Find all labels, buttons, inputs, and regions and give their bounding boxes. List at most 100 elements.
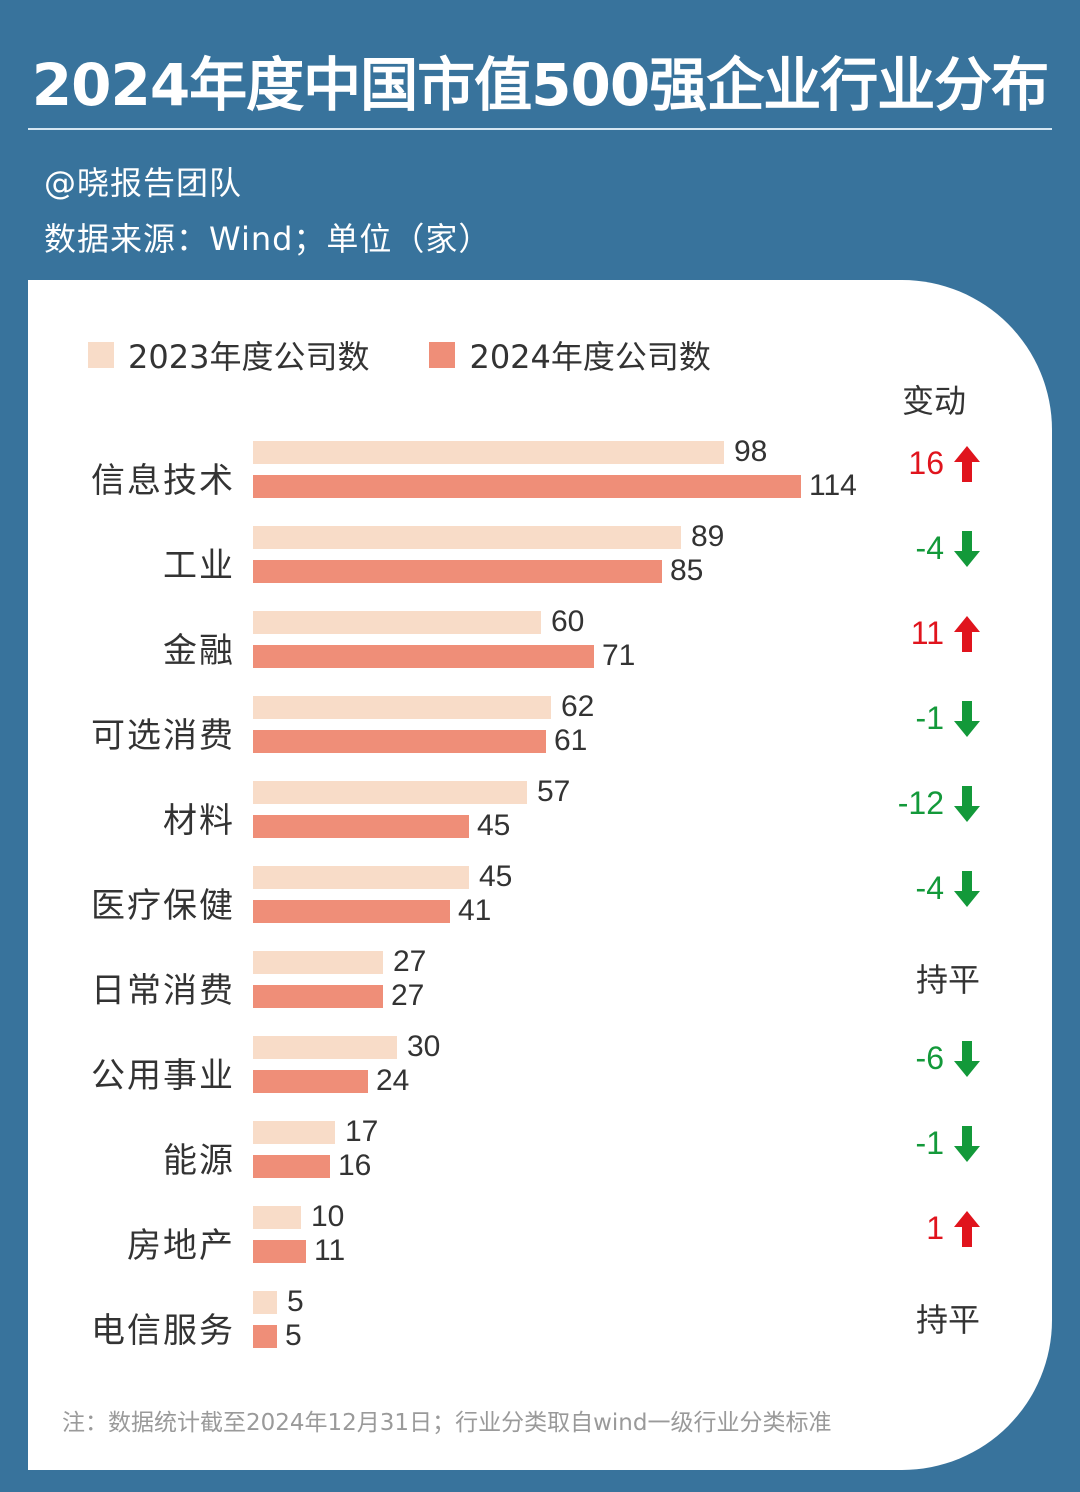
change-indicator: 11 bbox=[911, 615, 980, 652]
legend-swatch-2023 bbox=[88, 342, 114, 368]
change-value: 1 bbox=[926, 1210, 944, 1246]
change-value: -4 bbox=[915, 530, 944, 566]
change-column-header: 变动 bbox=[902, 382, 967, 420]
category-label: 可选消费 bbox=[91, 716, 235, 756]
category-label: 公用事业 bbox=[91, 1056, 235, 1096]
value-2023: 5 bbox=[287, 1285, 304, 1318]
change-indicator: -1 bbox=[916, 1125, 980, 1162]
change-indicator: 1 bbox=[926, 1210, 980, 1247]
bar-2024 bbox=[253, 815, 469, 838]
change-value: -1 bbox=[915, 1125, 944, 1161]
bar-2024 bbox=[253, 645, 594, 668]
category-label: 医疗保健 bbox=[91, 886, 235, 926]
value-2024: 71 bbox=[602, 639, 636, 672]
value-2024: 85 bbox=[670, 554, 704, 587]
legend-swatch-2024 bbox=[429, 342, 456, 368]
chart-title: 2024年度中国市值500强企业行业分布 bbox=[31, 51, 1050, 119]
arrow-down-icon bbox=[954, 700, 980, 737]
legend-item-2023: 2023年度公司数 bbox=[88, 332, 369, 378]
bar-row: 医疗保健 45 41 -4 bbox=[0, 860, 1080, 936]
bar-row: 房地产 10 11 1 bbox=[0, 1200, 1080, 1276]
value-2024: 45 bbox=[477, 809, 511, 842]
change-value: -12 bbox=[897, 785, 944, 821]
category-label: 信息技术 bbox=[91, 461, 235, 501]
bar-row: 可选消费 62 61 -1 bbox=[0, 690, 1080, 766]
value-2023: 60 bbox=[551, 605, 585, 638]
bar-2023 bbox=[253, 1291, 277, 1314]
legend-item-2024: 2024年度公司数 bbox=[429, 332, 711, 378]
change-value: -6 bbox=[915, 1040, 944, 1076]
bar-2023 bbox=[253, 1121, 335, 1144]
value-2023: 30 bbox=[407, 1030, 441, 1063]
category-label: 日常消费 bbox=[91, 971, 235, 1011]
arrow-down-icon bbox=[954, 1125, 980, 1162]
value-2024: 41 bbox=[458, 894, 492, 927]
bar-row: 金融 60 71 11 bbox=[0, 605, 1080, 681]
category-label: 电信服务 bbox=[91, 1311, 235, 1351]
bar-row: 公用事业 30 24 -6 bbox=[0, 1030, 1080, 1106]
legend-label-2024: 2024年度公司数 bbox=[469, 338, 711, 376]
category-label: 工业 bbox=[163, 546, 235, 586]
change-indicator: -1 bbox=[916, 700, 980, 737]
change-indicator: 16 bbox=[908, 445, 980, 482]
category-label: 金融 bbox=[163, 631, 235, 671]
bar-row: 工业 89 85 -4 bbox=[0, 520, 1080, 596]
title-divider bbox=[28, 128, 1052, 130]
bar-2024 bbox=[253, 475, 801, 498]
value-2023: 57 bbox=[537, 775, 571, 808]
bar-2024 bbox=[253, 1325, 277, 1348]
bar-2023 bbox=[253, 1036, 397, 1059]
value-2024: 5 bbox=[285, 1319, 302, 1352]
bar-2024 bbox=[253, 900, 450, 923]
value-2024: 61 bbox=[554, 724, 588, 757]
category-label: 房地产 bbox=[127, 1226, 235, 1266]
bar-2024 bbox=[253, 730, 546, 753]
value-2024: 24 bbox=[376, 1064, 410, 1097]
change-value: 11 bbox=[910, 615, 944, 651]
change-indicator: -6 bbox=[916, 1040, 980, 1077]
bar-2023 bbox=[253, 441, 724, 464]
arrow-down-icon bbox=[954, 785, 980, 822]
value-2024: 11 bbox=[314, 1234, 346, 1267]
bar-2023 bbox=[253, 696, 551, 719]
value-2023: 45 bbox=[479, 860, 513, 893]
bar-2023 bbox=[253, 1206, 301, 1229]
legend: 2023年度公司数 2024年度公司数 bbox=[88, 332, 771, 378]
bar-2023 bbox=[253, 611, 541, 634]
arrow-down-icon bbox=[954, 870, 980, 907]
arrow-up-icon bbox=[954, 445, 980, 482]
change-value: 16 bbox=[908, 445, 944, 481]
value-2024: 27 bbox=[391, 979, 425, 1012]
bar-row: 信息技术 98 114 16 bbox=[0, 435, 1080, 511]
value-2023: 10 bbox=[311, 1200, 345, 1233]
bar-2024 bbox=[253, 1240, 306, 1263]
legend-label-2023: 2023年度公司数 bbox=[128, 338, 370, 376]
arrow-down-icon bbox=[954, 1040, 980, 1077]
change-value: 持平 bbox=[915, 1301, 980, 1339]
value-2023: 17 bbox=[345, 1115, 379, 1148]
value-2023: 98 bbox=[734, 435, 768, 468]
bar-2023 bbox=[253, 866, 469, 889]
bar-2024 bbox=[253, 1155, 330, 1178]
bar-2024 bbox=[253, 1070, 368, 1093]
source-label: 数据来源：Wind；单位（家） bbox=[44, 220, 492, 258]
bar-row: 能源 17 16 -1 bbox=[0, 1115, 1080, 1191]
bar-2023 bbox=[253, 781, 527, 804]
value-2023: 27 bbox=[393, 945, 427, 978]
category-label: 材料 bbox=[163, 801, 235, 841]
value-2024: 114 bbox=[809, 469, 857, 502]
bar-row: 材料 57 45 -12 bbox=[0, 775, 1080, 851]
arrow-up-icon bbox=[954, 1210, 980, 1247]
change-indicator: -4 bbox=[916, 530, 980, 567]
bar-row: 日常消费 27 27 持平 bbox=[0, 945, 1080, 1021]
bar-2023 bbox=[253, 526, 681, 549]
arrow-up-icon bbox=[954, 615, 980, 652]
change-indicator: -12 bbox=[898, 785, 980, 822]
bar-row: 电信服务 5 5 持平 bbox=[0, 1285, 1080, 1361]
value-2023: 62 bbox=[561, 690, 595, 723]
bar-2024 bbox=[253, 985, 383, 1008]
value-2024: 16 bbox=[338, 1149, 372, 1182]
footnote: 注：数据统计截至2024年12月31日；行业分类取自wind一级行业分类标准 bbox=[62, 1410, 832, 1436]
change-value: -1 bbox=[915, 700, 944, 736]
bar-2023 bbox=[253, 951, 383, 974]
